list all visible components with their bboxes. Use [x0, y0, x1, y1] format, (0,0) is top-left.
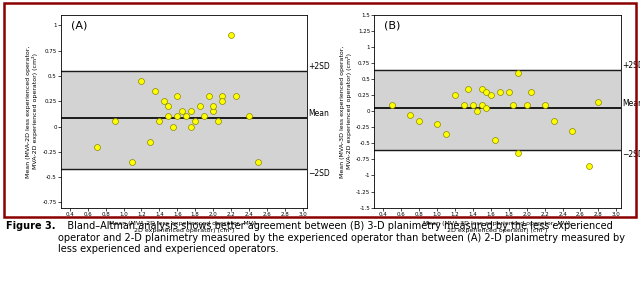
Point — [172, 94, 182, 98]
Text: Mean: Mean — [308, 109, 330, 118]
Point — [513, 71, 523, 75]
Point — [472, 109, 483, 114]
Bar — [61, 71, 307, 169]
Point — [490, 138, 500, 143]
Point — [92, 144, 102, 149]
Point — [526, 90, 536, 95]
Point — [177, 109, 187, 114]
Point — [109, 119, 120, 124]
X-axis label: Mean (MVA-2D less experienced operator, MVA-
2D experienced operator) (cm²): Mean (MVA-2D less experienced operator, … — [109, 221, 259, 233]
Point — [387, 102, 397, 107]
Point — [253, 160, 263, 165]
Point — [481, 90, 492, 95]
Point — [136, 78, 147, 83]
Point — [593, 99, 604, 104]
Point — [566, 128, 577, 133]
Point — [540, 102, 550, 107]
Point — [217, 99, 227, 104]
Point — [513, 151, 523, 155]
Text: −2SD: −2SD — [308, 169, 330, 178]
Point — [190, 119, 200, 124]
Point — [226, 33, 236, 38]
Point — [432, 122, 442, 127]
Point — [522, 102, 532, 107]
Point — [163, 114, 173, 119]
Point — [495, 90, 505, 95]
Point — [212, 119, 223, 124]
Text: Mean: Mean — [622, 99, 640, 108]
Point — [181, 114, 191, 119]
Point — [459, 102, 469, 107]
Text: (A): (A) — [70, 21, 87, 31]
X-axis label: Mean (MVA-3D less experienced operator, MVA-
2D experienced operator) (cm²): Mean (MVA-3D less experienced operator, … — [422, 221, 573, 233]
Text: Figure 3.: Figure 3. — [6, 221, 56, 231]
Point — [450, 93, 460, 98]
Point — [159, 99, 169, 104]
Text: +2SD: +2SD — [622, 61, 640, 70]
Point — [208, 104, 218, 109]
Point — [441, 132, 451, 136]
Point — [477, 102, 487, 107]
Point — [230, 94, 241, 98]
Point — [172, 114, 182, 119]
Point — [405, 112, 415, 117]
Point — [195, 104, 205, 109]
Point — [468, 102, 478, 107]
Point — [217, 94, 227, 98]
Point — [463, 86, 474, 91]
Point — [204, 94, 214, 98]
Point — [154, 119, 164, 124]
Point — [477, 86, 487, 91]
Point — [145, 139, 156, 144]
Point — [186, 109, 196, 114]
Text: +2SD: +2SD — [308, 62, 330, 71]
Text: Bland–Altman analysis shows better agreement between (B) 3-D planimetry measured: Bland–Altman analysis shows better agree… — [58, 221, 625, 255]
Point — [481, 106, 492, 111]
Point — [168, 124, 178, 129]
Point — [584, 163, 595, 168]
Point — [208, 109, 218, 114]
Point — [127, 160, 138, 165]
Point — [504, 90, 514, 95]
Bar — [374, 70, 621, 150]
Point — [508, 102, 518, 107]
Point — [163, 104, 173, 109]
Point — [244, 114, 254, 119]
Y-axis label: Mean (MVA-3D less experienced operator,
MVA-2D experienced operator) (cm²): Mean (MVA-3D less experienced operator, … — [340, 45, 352, 178]
Point — [486, 93, 496, 98]
Text: (B): (B) — [384, 21, 401, 31]
Point — [414, 118, 424, 123]
Y-axis label: Mean (MVA-2D less experienced operator,
MVA-2D experienced operator) (cm²): Mean (MVA-2D less experienced operator, … — [26, 45, 38, 178]
Text: −2SD: −2SD — [622, 150, 640, 159]
Point — [548, 118, 559, 123]
Point — [150, 89, 160, 94]
Point — [199, 114, 209, 119]
Point — [186, 124, 196, 129]
